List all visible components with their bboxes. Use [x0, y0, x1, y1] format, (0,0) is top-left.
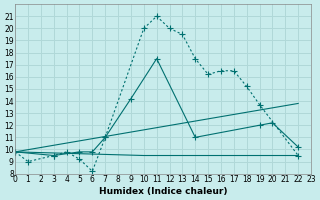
- X-axis label: Humidex (Indice chaleur): Humidex (Indice chaleur): [99, 187, 227, 196]
